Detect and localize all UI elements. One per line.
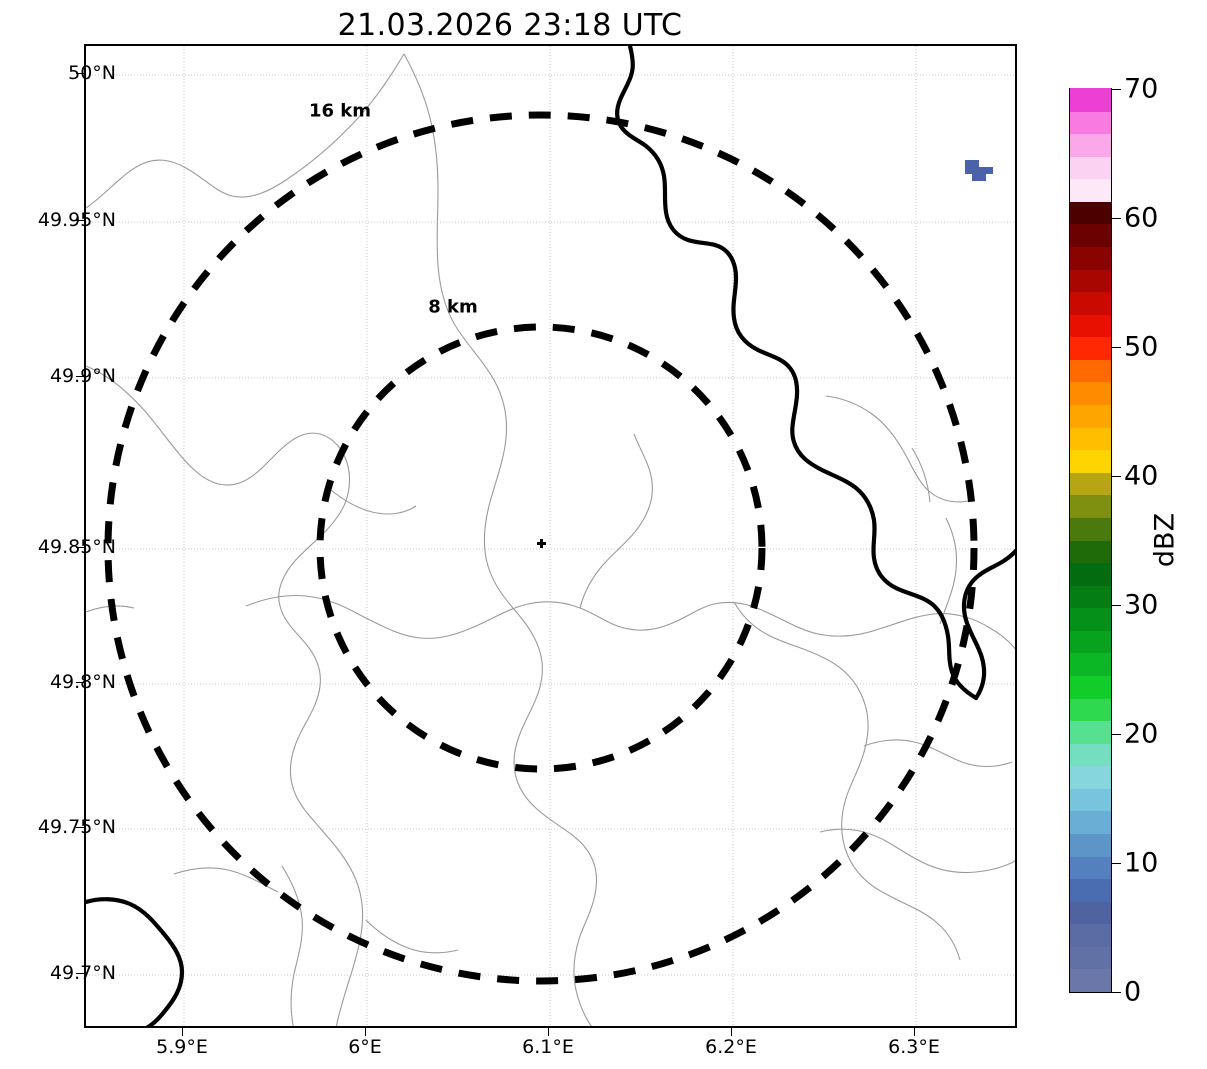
cbtick-label-1: 10 xyxy=(1124,847,1159,879)
colorbar-band xyxy=(1070,358,1111,383)
ytick-label-0: 50°N xyxy=(68,62,116,84)
colorbar-band xyxy=(1070,855,1111,880)
colorbar-band xyxy=(1070,787,1111,812)
colorbar-band xyxy=(1070,720,1111,744)
colorbar-band xyxy=(1070,494,1111,518)
cbtick-label-6: 60 xyxy=(1124,202,1159,234)
colorbar-band xyxy=(1070,674,1111,699)
xtick-label-3: 6.2°E xyxy=(705,1036,757,1058)
admin-boundaries xyxy=(86,53,1015,1026)
colorbar-band xyxy=(1070,629,1111,654)
xtick-label-2: 6.1°E xyxy=(522,1036,574,1058)
ytick-mark-1 xyxy=(76,220,84,221)
colorbar-band xyxy=(1070,516,1111,541)
colorbar-band xyxy=(1070,832,1111,857)
colorbar-band xyxy=(1070,178,1111,202)
colorbar-band xyxy=(1070,449,1111,473)
colorbar-band xyxy=(1070,381,1111,406)
cbtick-label-0: 0 xyxy=(1124,976,1142,1008)
colorbar-band xyxy=(1070,584,1111,609)
colorbar-band xyxy=(1070,268,1111,293)
cbtick-mark-5 xyxy=(1112,347,1121,348)
range-ring-label-16km: 16 km xyxy=(308,100,372,122)
colorbar-band xyxy=(1070,155,1111,180)
colorbar-band xyxy=(1070,200,1111,225)
range-ring-label-8km: 8 km xyxy=(428,296,478,318)
colorbar-band xyxy=(1070,742,1111,767)
ytick-mark-6 xyxy=(76,973,84,974)
xtick-label-4: 6.3°E xyxy=(888,1036,940,1058)
xtick-mark-1 xyxy=(365,1028,366,1036)
cbtick-label-7: 70 xyxy=(1124,73,1159,105)
range-ring-16km xyxy=(104,111,978,985)
colorbar-band xyxy=(1070,223,1111,248)
echo-patch-ne xyxy=(965,160,993,181)
cbtick-label-3: 30 xyxy=(1124,589,1159,621)
cbtick-label-4: 40 xyxy=(1124,460,1159,492)
page-title: 21.03.2026 23:18 UTC xyxy=(337,8,683,43)
xtick-mark-2 xyxy=(548,1028,549,1036)
colorbar-band xyxy=(1070,968,1111,992)
colorbar-band xyxy=(1070,336,1111,360)
ytick-mark-0 xyxy=(76,73,84,74)
colorbar-axis-label: dBZ xyxy=(1149,512,1181,568)
xtick-mark-3 xyxy=(731,1028,732,1036)
cbtick-mark-4 xyxy=(1112,476,1121,477)
colorbar-band xyxy=(1070,945,1111,970)
colorbar-band xyxy=(1070,403,1111,428)
xtick-label-1: 6°E xyxy=(348,1036,382,1058)
colorbar-band xyxy=(1070,539,1111,564)
ytick-mark-5 xyxy=(76,827,84,828)
colorbar-band xyxy=(1070,652,1111,676)
colorbar-band xyxy=(1070,697,1111,722)
map-gridlines xyxy=(86,46,1015,1026)
ytick-mark-2 xyxy=(76,376,84,377)
colorbar-band xyxy=(1070,878,1111,902)
xtick-mark-0 xyxy=(182,1028,183,1036)
colorbar-band xyxy=(1070,245,1111,270)
cbtick-mark-6 xyxy=(1112,218,1121,219)
national-border xyxy=(86,46,1015,1026)
cbtick-mark-0 xyxy=(1112,992,1121,993)
colorbar-band xyxy=(1070,426,1111,451)
colorbar-band xyxy=(1070,900,1111,925)
colorbar-band xyxy=(1070,110,1111,135)
range-rings xyxy=(104,111,978,985)
colorbar-band xyxy=(1070,923,1111,947)
colorbar-band xyxy=(1070,765,1111,789)
map-canvas xyxy=(86,46,1015,1026)
range-ring-8km xyxy=(316,323,766,773)
colorbar-band xyxy=(1070,607,1111,631)
colorbar-band xyxy=(1070,471,1111,496)
cbtick-label-2: 20 xyxy=(1124,718,1159,750)
xtick-label-0: 5.9°E xyxy=(156,1036,208,1058)
colorbar-band xyxy=(1070,810,1111,834)
cbtick-mark-3 xyxy=(1112,605,1121,606)
colorbar-band xyxy=(1070,291,1111,315)
map-plot-area[interactable] xyxy=(84,44,1017,1028)
ytick-mark-3 xyxy=(76,547,84,548)
colorbar-band xyxy=(1070,562,1111,586)
radar-site-marker xyxy=(537,539,546,548)
colorbar-band xyxy=(1070,133,1111,157)
colorbar[interactable] xyxy=(1069,87,1112,993)
colorbar-band xyxy=(1070,313,1111,338)
cbtick-mark-7 xyxy=(1112,89,1121,90)
cbtick-mark-2 xyxy=(1112,734,1121,735)
cbtick-mark-1 xyxy=(1112,863,1121,864)
cbtick-label-5: 50 xyxy=(1124,331,1159,363)
ytick-mark-4 xyxy=(76,682,84,683)
colorbar-band xyxy=(1070,87,1111,112)
xtick-mark-4 xyxy=(914,1028,915,1036)
